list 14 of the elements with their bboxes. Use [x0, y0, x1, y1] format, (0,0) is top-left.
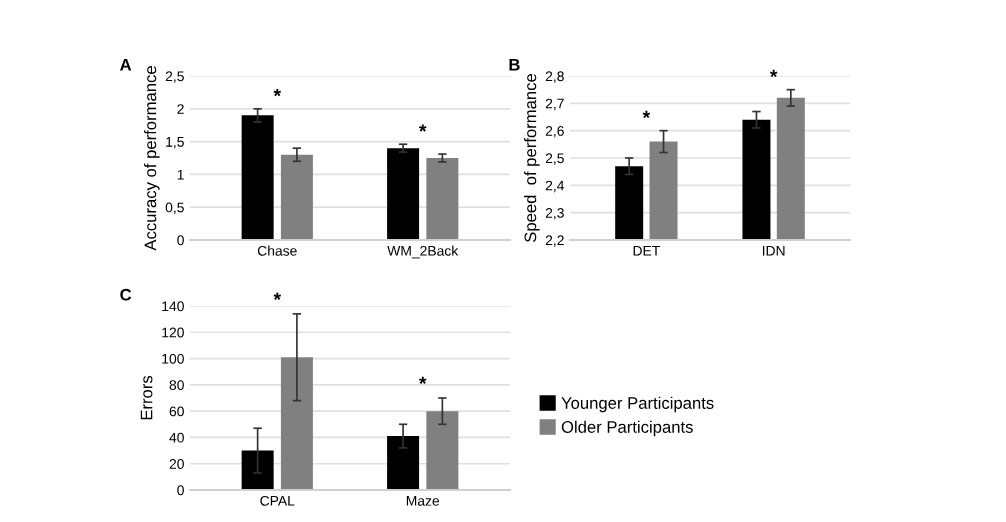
annotation: *: [769, 69, 778, 78]
y-axis-title: Errors: [140, 375, 153, 420]
chart-title: C: [120, 288, 132, 301]
text: *: [273, 292, 282, 300]
y-axis-title: Accuracy of performance: [144, 66, 160, 251]
chart-title: A: [120, 58, 132, 71]
annotation: *: [419, 124, 427, 132]
annotation: *: [419, 376, 427, 384]
y-axis-title: Speed of performance: [524, 73, 540, 243]
legend-label: Younger Participants: [561, 396, 714, 413]
chart-title: B: [509, 58, 520, 71]
annotation: *: [642, 110, 651, 119]
annotation: *: [273, 88, 282, 97]
legend-label: Older Participants: [561, 420, 693, 437]
